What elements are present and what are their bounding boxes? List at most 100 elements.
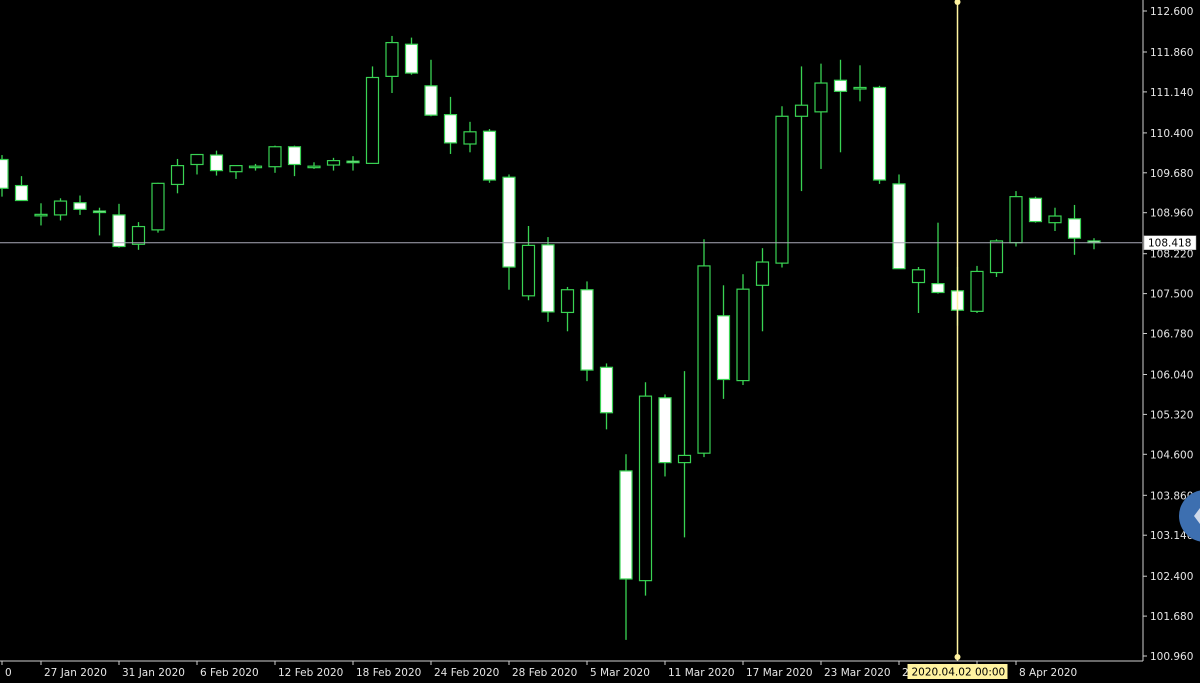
candle bbox=[502, 174, 516, 290]
price-tick-label: 102.400 bbox=[1150, 571, 1193, 583]
candle-body-bull bbox=[131, 225, 146, 245]
candle bbox=[1048, 207, 1062, 231]
price-tick-label: 106.780 bbox=[1150, 329, 1193, 341]
time-tick: 0 bbox=[1, 661, 12, 679]
candle-body-bear bbox=[404, 43, 419, 74]
candle bbox=[1067, 204, 1082, 255]
candle bbox=[287, 145, 302, 177]
time-tick-label: 27 Jan 2020 bbox=[44, 667, 107, 679]
candle bbox=[541, 237, 555, 322]
candle bbox=[775, 106, 789, 268]
candle bbox=[268, 145, 282, 173]
candle bbox=[580, 281, 594, 382]
candle-body-bear bbox=[482, 130, 497, 181]
price-tick: 102.400 bbox=[1143, 571, 1193, 583]
candle-body-bull bbox=[736, 288, 750, 382]
candle bbox=[463, 121, 477, 153]
candle bbox=[638, 382, 653, 596]
price-tick: 112.600 bbox=[1143, 6, 1193, 18]
price-tick-label: 100.960 bbox=[1150, 651, 1193, 663]
candle-body-bear bbox=[92, 210, 107, 214]
candle bbox=[911, 267, 926, 313]
candle bbox=[892, 174, 906, 270]
candle bbox=[53, 198, 68, 221]
candle-body-bull bbox=[190, 153, 204, 166]
price-tick-label: 103.140 bbox=[1150, 530, 1193, 542]
current-price-label-text: 108.418 bbox=[1148, 238, 1191, 250]
candle bbox=[73, 195, 87, 215]
candle-body-bull bbox=[677, 454, 692, 464]
candle bbox=[619, 454, 633, 640]
time-tick-label: 28 Feb 2020 bbox=[512, 667, 577, 679]
crosshair-bottom-handle[interactable] bbox=[954, 654, 961, 660]
price-tick-label: 111.860 bbox=[1150, 47, 1193, 59]
candle-body-bear bbox=[580, 289, 594, 371]
price-tick-label: 105.320 bbox=[1150, 409, 1193, 421]
time-tick-label: 5 Mar 2020 bbox=[590, 667, 650, 679]
candle bbox=[833, 59, 848, 153]
candle bbox=[794, 66, 809, 192]
candle-body-bear bbox=[73, 202, 87, 210]
price-tick-label: 110.400 bbox=[1150, 128, 1193, 140]
candle-body-bull bbox=[794, 104, 809, 117]
crosshair-time-label: 2020.04.02 00:00 bbox=[907, 664, 1008, 679]
candle bbox=[346, 156, 360, 171]
candle-body-bull bbox=[151, 182, 165, 231]
price-tick: 105.320 bbox=[1143, 409, 1193, 421]
time-tick: 31 Jan 2020 bbox=[118, 661, 185, 679]
candle-body-bear bbox=[658, 397, 672, 464]
candle bbox=[853, 65, 867, 102]
candle bbox=[560, 286, 575, 332]
candle bbox=[92, 207, 107, 236]
crosshair-top-handle[interactable] bbox=[954, 0, 961, 5]
candle-body-bear bbox=[0, 158, 9, 189]
price-tick-label: 111.140 bbox=[1150, 87, 1193, 99]
candle-body-bull bbox=[248, 165, 263, 169]
time-tick: 27 Jan 2020 bbox=[40, 661, 107, 679]
candle bbox=[736, 274, 750, 386]
candle bbox=[755, 248, 770, 332]
time-tick-label: 8 Apr 2020 bbox=[1019, 667, 1077, 679]
price-axis: 112.600 111.860 111.140 110.400 109.680 108.9… bbox=[1143, 6, 1193, 663]
time-tick: 8 Apr 2020 bbox=[1015, 661, 1077, 679]
candle bbox=[34, 203, 48, 226]
candle bbox=[482, 129, 497, 183]
time-tick-label: 6 Feb 2020 bbox=[200, 667, 259, 679]
candle bbox=[112, 203, 126, 248]
time-tick-label: 18 Feb 2020 bbox=[356, 667, 421, 679]
candle-body-bull bbox=[560, 289, 575, 314]
candle bbox=[326, 157, 341, 171]
candle bbox=[697, 239, 711, 458]
candle bbox=[14, 176, 29, 202]
candle-body-bull bbox=[1048, 215, 1062, 224]
price-tick: 103.140 bbox=[1143, 530, 1193, 542]
candle-body-bull bbox=[34, 213, 48, 217]
candles-layer bbox=[0, 35, 1101, 640]
candle bbox=[521, 226, 536, 301]
price-tick-label: 107.500 bbox=[1150, 289, 1193, 301]
time-tick: 23 Mar 2020 bbox=[820, 661, 891, 679]
candle bbox=[970, 265, 984, 313]
time-tick-label: 31 Jan 2020 bbox=[122, 667, 185, 679]
candle bbox=[931, 222, 945, 294]
candle bbox=[1028, 196, 1043, 223]
time-tick: 11 Mar 2020 bbox=[664, 661, 735, 679]
nav-arrow-button[interactable] bbox=[1179, 490, 1200, 542]
candle-body-bear bbox=[112, 214, 126, 248]
candle-body-bear bbox=[443, 114, 458, 144]
current-price-label-background bbox=[1143, 235, 1197, 250]
price-tick-label: 103.860 bbox=[1150, 490, 1193, 502]
candle bbox=[443, 96, 458, 154]
candle-body-bull bbox=[365, 76, 380, 164]
candle bbox=[1009, 191, 1023, 247]
price-tick-label: 108.960 bbox=[1150, 208, 1193, 220]
candle-body-bull bbox=[463, 131, 477, 145]
price-tick-label: 106.040 bbox=[1150, 370, 1193, 382]
time-tick: 6 Feb 2020 bbox=[196, 661, 259, 679]
time-tick: 17 Mar 2020 bbox=[742, 661, 813, 679]
candle-body-bull bbox=[53, 200, 68, 216]
candle-body-bull bbox=[326, 160, 341, 166]
candle-body-bull bbox=[814, 82, 828, 113]
candle bbox=[424, 59, 438, 117]
